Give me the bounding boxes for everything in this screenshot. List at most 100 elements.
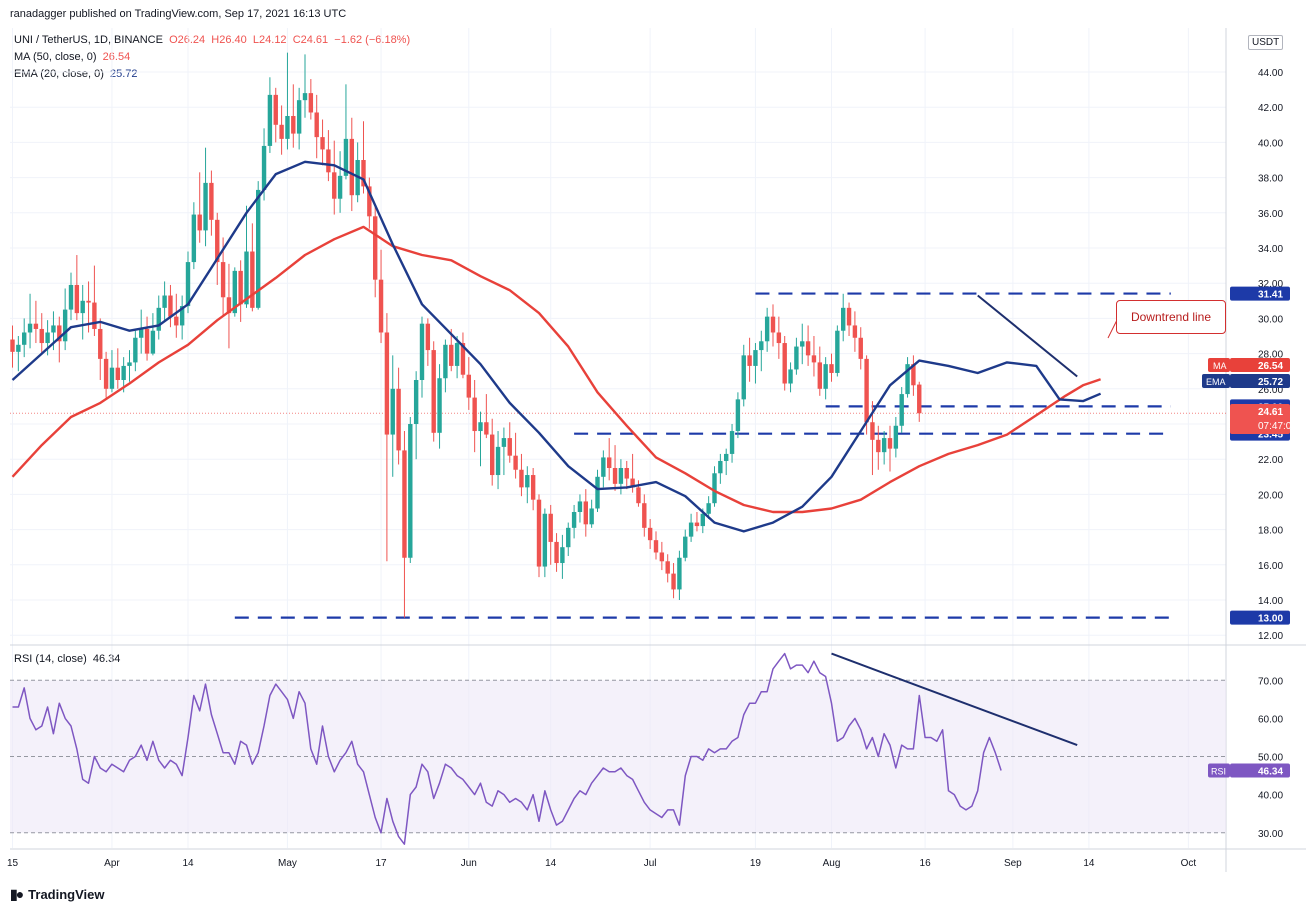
candle <box>209 170 214 236</box>
ema-legend-value: 25.72 <box>110 68 138 80</box>
candle-body <box>291 116 296 134</box>
ma50-line <box>11 225 1101 514</box>
time-tick-label: May <box>278 858 297 869</box>
candle-body <box>490 434 495 476</box>
candle <box>168 284 173 328</box>
change-value: −1.62 (−6.18%) <box>334 34 411 46</box>
ema-legend[interactable]: EMA (20, close, 0) 25.72 <box>14 68 138 80</box>
candle-body <box>332 172 337 199</box>
rsi-legend[interactable]: RSI (14, close) 46.34 <box>14 653 120 665</box>
time-tick-label: 15 <box>7 858 19 869</box>
candle-body <box>519 469 524 488</box>
candle <box>671 563 676 599</box>
candle-body <box>858 337 863 359</box>
candle <box>595 469 600 512</box>
price-tick-label: 18.00 <box>1258 526 1283 537</box>
candle <box>724 448 729 476</box>
candle-body <box>460 343 466 375</box>
candle-body <box>80 300 85 314</box>
candle <box>852 311 858 352</box>
ma-legend[interactable]: MA (50, close, 0) 26.54 <box>14 51 130 63</box>
candle-body <box>770 316 776 333</box>
ma-tag-label-bg <box>1208 358 1230 372</box>
candle <box>273 87 278 143</box>
candle-body <box>577 501 583 512</box>
candle-body <box>548 513 553 542</box>
price-tick-label: 40.00 <box>1258 138 1283 149</box>
candle-body <box>653 540 659 553</box>
candle <box>139 309 144 354</box>
candle <box>589 499 594 528</box>
candle-body <box>220 262 226 298</box>
time-tick-label: Apr <box>104 858 120 869</box>
candle-body <box>285 116 290 139</box>
candle <box>829 353 834 382</box>
ema-tag-label: EMA <box>1206 377 1226 387</box>
candle-body <box>764 316 770 342</box>
time-tick-label: 19 <box>750 858 762 869</box>
last-price-tag-countdown: 07:47:01 <box>1258 421 1297 432</box>
candle <box>62 288 68 351</box>
candle-body <box>413 380 419 424</box>
price-tick-label: 14.00 <box>1258 596 1283 607</box>
currency-button[interactable]: USDT <box>1248 35 1284 50</box>
candle-body <box>168 295 173 317</box>
tradingview-logo[interactable]: ▮● TradingView <box>10 886 105 903</box>
candle-body <box>273 94 278 125</box>
rsi-value-tag: 46.34 <box>1230 763 1290 778</box>
candle-body <box>636 487 641 504</box>
candle <box>659 541 665 571</box>
candle-body <box>665 561 670 574</box>
candle <box>770 304 776 347</box>
time-tick-label: 16 <box>920 858 932 869</box>
candle <box>858 327 863 370</box>
candle-body <box>256 189 261 308</box>
candle-body <box>308 93 314 113</box>
time-tick-label: 14 <box>182 858 194 869</box>
candle-body <box>905 364 910 395</box>
candle <box>460 332 466 379</box>
time-tick-label: Aug <box>823 858 841 869</box>
candle-body <box>841 307 846 331</box>
candle <box>133 330 138 372</box>
candle <box>683 529 688 562</box>
time-tick-label: Oct <box>1181 858 1197 869</box>
candle <box>530 468 536 511</box>
candle <box>437 364 442 449</box>
candle <box>320 119 325 166</box>
symbol-header: UNI / TetherUS, 1D, BINANCE O26.24 H26.4… <box>14 34 410 46</box>
candle <box>162 281 167 322</box>
candle-body <box>378 279 384 333</box>
candle-body <box>677 557 682 590</box>
candle-body <box>203 182 208 231</box>
ma-value-tag: 26.54 <box>1230 358 1290 372</box>
ema-value-tag: 25.72 <box>1230 374 1290 388</box>
candle-body <box>431 350 436 433</box>
candle-body <box>27 323 33 333</box>
candle <box>554 533 559 572</box>
candle <box>16 336 21 372</box>
tradingview-icon: ▮● <box>10 886 24 902</box>
candle <box>443 339 448 393</box>
candle <box>887 425 893 472</box>
candle <box>302 54 308 118</box>
candle-body <box>624 468 629 479</box>
candle-body <box>419 323 425 380</box>
rsi-tag-label: RSI <box>1211 766 1226 776</box>
candle <box>314 94 319 159</box>
candle-body <box>706 503 711 514</box>
candle <box>33 300 39 344</box>
candle-body <box>618 468 624 484</box>
candle <box>665 554 670 583</box>
candle-body <box>747 355 752 366</box>
candle-body <box>373 216 378 280</box>
candle-body <box>402 450 407 558</box>
candle-body <box>566 527 571 548</box>
ma-legend-value: 26.54 <box>102 51 131 63</box>
candle-body <box>782 343 787 384</box>
candle <box>899 387 904 433</box>
candle-body <box>179 306 185 326</box>
symbol-name[interactable]: UNI / TetherUS, 1D, BINANCE <box>14 34 163 46</box>
ema20-line <box>11 160 1102 533</box>
